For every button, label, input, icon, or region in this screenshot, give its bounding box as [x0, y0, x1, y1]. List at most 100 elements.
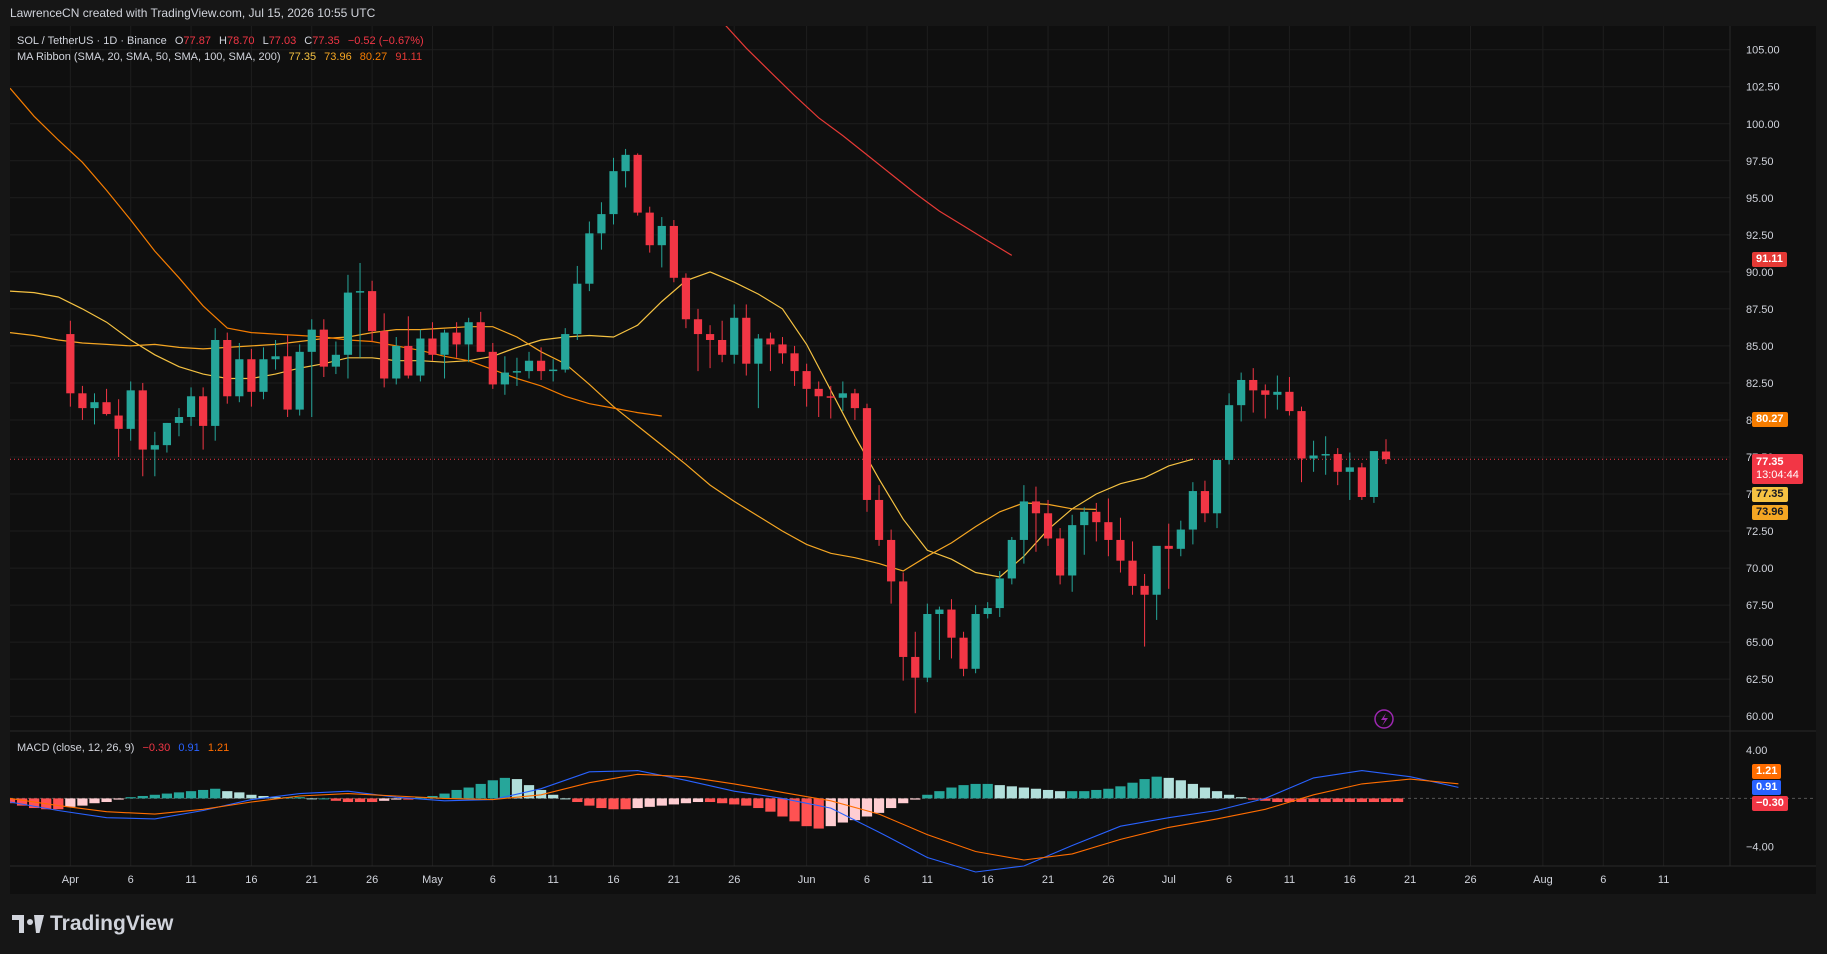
candle-body	[331, 354, 340, 367]
candle-body	[681, 277, 691, 320]
candle	[355, 262, 365, 358]
time-axis-tick-label: 16	[1344, 874, 1356, 886]
macd-histogram-bar	[439, 793, 450, 799]
ma-ribbon-title: MA Ribbon (SMA, 20, SMA, 50, SMA, 100, S…	[17, 51, 281, 63]
macd-histogram-bar	[861, 798, 873, 817]
candle-body	[1007, 539, 1016, 579]
ma20-value: 77.35	[288, 51, 317, 63]
candle	[199, 387, 208, 450]
macd-histogram-bar	[318, 798, 329, 800]
candle-body	[102, 402, 111, 415]
candle-body	[114, 415, 123, 429]
candle-body	[887, 539, 896, 582]
macd-histogram-bar	[620, 798, 631, 810]
macd-histogram-bar	[548, 794, 559, 799]
candle	[404, 316, 413, 379]
macd-axis: 4.00 −4.00	[1746, 745, 1774, 854]
candle-body	[1321, 454, 1330, 456]
candle-body	[1176, 529, 1185, 549]
price-axis-tick-label: 100.00	[1746, 119, 1780, 131]
ma-line-sma-50	[9, 326, 1097, 572]
macd-histogram-bar	[777, 798, 788, 817]
macd-histogram-bar	[306, 798, 317, 800]
macd-histogram-bar	[1054, 791, 1066, 799]
macd-histogram-bar	[692, 798, 704, 803]
macd-histogram-bar	[1091, 789, 1102, 799]
candle	[802, 363, 811, 407]
time-axis-tick-label: 21	[1042, 874, 1054, 886]
ma50-price-tag: 73.96	[1752, 505, 1788, 520]
candle	[524, 351, 534, 379]
candle	[102, 388, 111, 416]
price-axis-tick-label: 82.50	[1746, 378, 1774, 390]
time-axis-tick-label: May	[422, 874, 443, 886]
candle	[126, 381, 135, 441]
macd-histogram-bar	[1103, 788, 1114, 799]
chart-canvas[interactable]: 60.0062.5065.0067.5070.0072.5075.0077.50…	[4, 0, 1816, 894]
candle-body	[754, 338, 763, 364]
ma-line-sma-100	[9, 87, 662, 417]
candle	[416, 329, 425, 382]
grid	[10, 26, 1816, 867]
candle-body	[368, 291, 377, 332]
macd-histogram-bar	[753, 798, 764, 809]
macd-histogram-bar	[1260, 798, 1271, 801]
candle-body	[186, 396, 196, 418]
candle-body	[947, 609, 956, 638]
macd-histogram-bar	[922, 794, 933, 799]
candle	[754, 334, 763, 409]
candle-body	[1200, 491, 1210, 514]
candle-body	[259, 359, 268, 392]
candle	[138, 382, 147, 477]
candle-body	[561, 334, 570, 370]
candle	[1237, 372, 1246, 422]
candle	[78, 385, 87, 420]
macd-histogram-bar	[680, 798, 692, 804]
candle	[1249, 368, 1258, 413]
ma-ribbon-legend: MA Ribbon (SMA, 20, SMA, 50, SMA, 100, S…	[17, 51, 427, 63]
candle	[995, 571, 1004, 617]
candle-body	[1116, 539, 1125, 561]
macd-histogram-bar	[77, 798, 88, 806]
candle	[90, 393, 99, 425]
candle-body	[452, 332, 461, 345]
candle-body	[1249, 379, 1258, 391]
candle	[561, 328, 570, 373]
candle	[790, 345, 799, 386]
macd-histogram-bar	[113, 798, 124, 800]
macd-histogram-bar	[717, 798, 728, 804]
time-axis-tick-label: 21	[306, 874, 318, 886]
macd-histogram-bar	[475, 783, 486, 799]
candle	[271, 339, 280, 370]
macd-histogram-bar	[1115, 786, 1126, 799]
candle	[983, 602, 992, 619]
macd-histogram-bar	[572, 798, 583, 803]
candle	[440, 329, 449, 379]
alert-icon[interactable]	[1374, 709, 1394, 729]
macd-signal-tag: 1.21	[1752, 764, 1782, 779]
candle-body	[126, 390, 135, 429]
price-axis-tick-label: 97.50	[1746, 156, 1774, 168]
macd-histogram-bar	[632, 798, 643, 809]
ma100-value: 80.27	[359, 51, 388, 63]
macd-histogram-bar	[270, 797, 281, 799]
macd-histogram-bar	[1284, 798, 1295, 803]
candle	[1164, 523, 1173, 589]
macd-histogram-bar	[161, 793, 173, 799]
candle-body	[597, 214, 606, 234]
candle-body	[476, 322, 485, 352]
candle	[536, 347, 546, 380]
macd-histogram-bar	[982, 783, 993, 799]
candle-body	[343, 292, 353, 355]
macd-histogram-bar	[1211, 791, 1223, 799]
candle	[1068, 514, 1077, 592]
macd-histogram-bar	[1018, 787, 1030, 799]
candle	[380, 313, 389, 388]
macd-histogram-bar	[149, 794, 160, 799]
price-axis-tick-label: 92.50	[1746, 230, 1774, 242]
candle-body	[162, 422, 172, 446]
candle-body	[1224, 405, 1234, 460]
open-value: O77.87	[174, 35, 211, 47]
tradingview-logo[interactable]: TradingView	[12, 912, 173, 936]
candle	[174, 408, 184, 437]
